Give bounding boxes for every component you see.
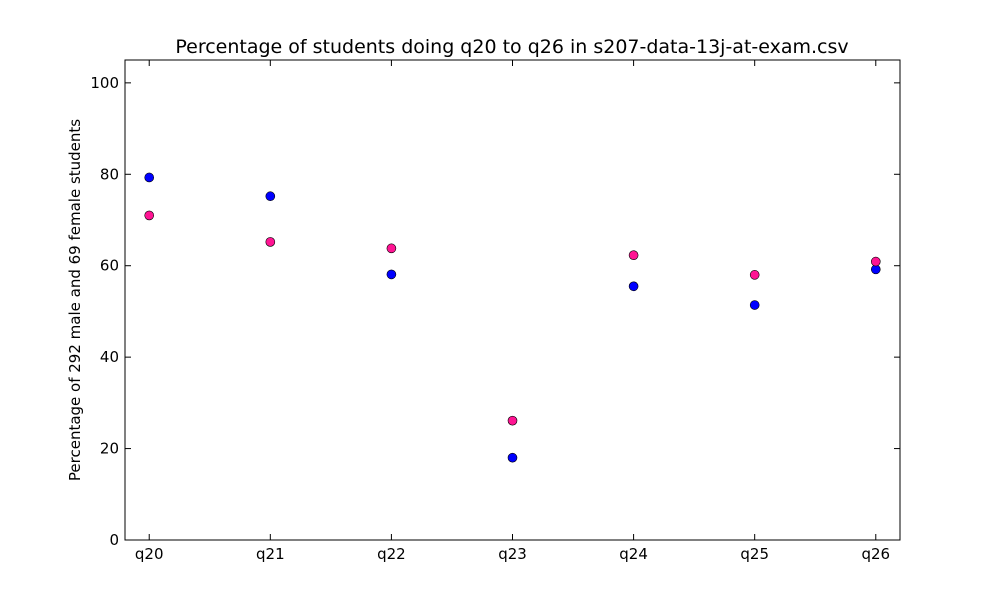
data-point-series-2 (870, 256, 881, 267)
chart-title: Percentage of students doing q20 to q26 … (175, 36, 848, 58)
x-tick-label: q23 (498, 545, 527, 563)
data-point-series-1 (386, 269, 397, 280)
data-point-series-2 (507, 415, 518, 426)
x-tick-label: q20 (135, 545, 164, 563)
y-tick-label: 20 (100, 440, 119, 458)
data-point-series-1 (265, 191, 276, 202)
axis-ticks: 0 20 40 60 80 100 q20 q21 q22 q23 q24 q25 q26 (90, 60, 900, 563)
x-tick-label: q21 (256, 545, 285, 563)
y-axis-label: Percentage of 292 male and 69 female stu… (66, 119, 84, 481)
data-point-series-2 (144, 210, 155, 221)
data-points (144, 172, 881, 463)
x-tick-label: q22 (377, 545, 406, 563)
data-point-series-1 (749, 300, 760, 310)
y-tick-label: 0 (109, 531, 119, 549)
data-point-series-2 (628, 250, 639, 260)
data-point-series-2 (386, 243, 397, 254)
x-tick-label: q25 (740, 545, 769, 563)
plot-area (124, 59, 901, 541)
x-tick-label: q26 (861, 545, 890, 563)
y-tick-label: 100 (90, 74, 119, 92)
y-tick-label: 60 (100, 257, 119, 275)
y-tick-label: 80 (100, 165, 119, 183)
data-point-series-2 (265, 237, 276, 247)
data-point-series-2 (749, 270, 760, 280)
data-point-series-1 (507, 452, 518, 463)
data-point-series-1 (628, 281, 639, 292)
data-point-series-1 (144, 172, 155, 183)
x-tick-label: q24 (619, 545, 648, 563)
y-tick-label: 40 (100, 348, 119, 366)
